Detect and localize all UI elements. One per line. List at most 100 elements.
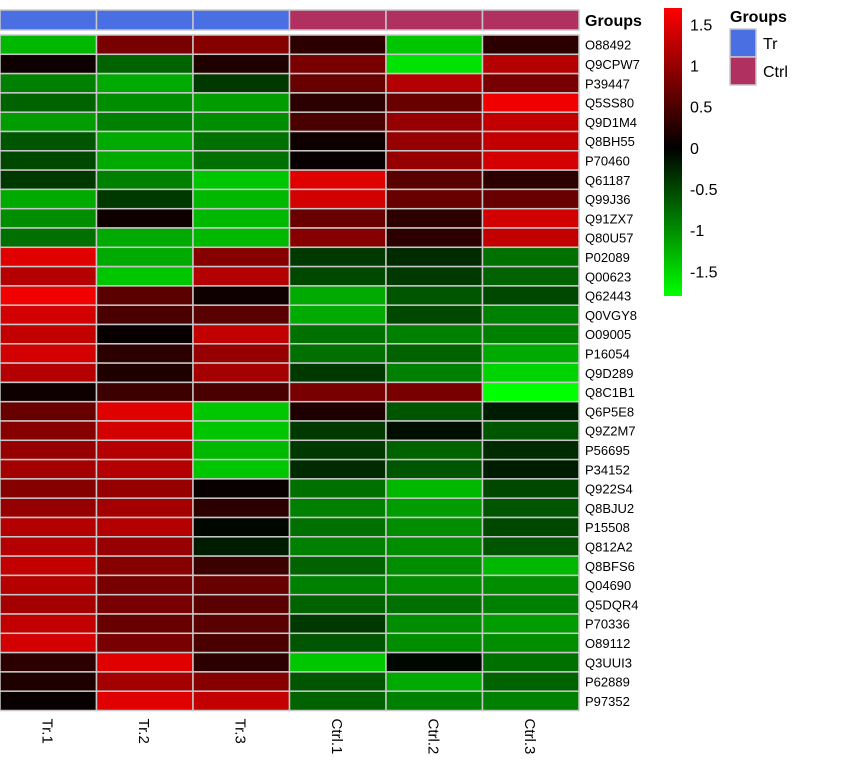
heatmap-cell	[288, 265, 387, 287]
heatmap-cell	[0, 323, 98, 345]
heatmap-cell	[192, 92, 291, 113]
heatmap-cell	[481, 400, 580, 422]
heatmap-cell	[95, 497, 194, 519]
heatmap-cell	[0, 207, 98, 229]
heatmap-cell	[0, 690, 98, 712]
heatmap-cell	[0, 265, 98, 287]
heatmap-cell	[385, 150, 484, 171]
heatmap-cell	[288, 593, 387, 615]
heatmap-cell	[288, 651, 387, 673]
heatmap-cell	[0, 555, 98, 577]
heatmap-cell	[0, 227, 98, 249]
heatmap-cell	[481, 53, 580, 75]
heatmap-cell	[288, 285, 387, 306]
heatmap-cell	[192, 536, 291, 557]
heatmap-cell	[192, 690, 291, 712]
heatmap-cell	[288, 574, 387, 596]
heatmap-cell	[95, 188, 194, 210]
heatmap-cell	[0, 343, 98, 364]
heatmap-cell	[481, 420, 580, 442]
row-label: Q9D289	[585, 366, 633, 381]
heatmap-cell	[288, 400, 387, 422]
heatmap-cell	[385, 130, 484, 152]
row-label: Q8BJU2	[585, 501, 634, 516]
heatmap-cell	[481, 169, 580, 191]
row-label: P97352	[585, 694, 630, 709]
heatmap-cell	[192, 381, 291, 403]
row-label: Q3UUI3	[585, 655, 632, 670]
color-scale-bar	[664, 8, 682, 296]
heatmap-cell	[385, 323, 484, 345]
group-annotation-title: Groups	[585, 13, 642, 30]
heatmap-cell	[385, 343, 484, 364]
heatmap-cell	[481, 72, 580, 94]
heatmap-cell	[481, 246, 580, 268]
row-label: Q62443	[585, 289, 631, 304]
heatmap-cell	[288, 188, 387, 210]
heatmap-cell	[385, 188, 484, 210]
heatmap-cell	[0, 188, 98, 210]
heatmap-cell	[385, 34, 484, 56]
color-scale-tick-label: -0.5	[690, 182, 718, 199]
heatmap-cell	[95, 478, 194, 499]
color-scale-tick-label: 0	[690, 141, 699, 158]
heatmap-cell	[192, 420, 291, 442]
heatmap-cell	[0, 651, 98, 673]
heatmap-cell	[481, 516, 580, 538]
heatmap-cell	[385, 227, 484, 249]
heatmap-cell	[192, 227, 291, 249]
heatmap-cell	[385, 381, 484, 403]
heatmap-cell	[192, 130, 291, 152]
heatmap-cell	[481, 343, 580, 364]
heatmap-cell	[481, 265, 580, 287]
heatmap-cell	[288, 111, 387, 133]
row-label: P16054	[585, 346, 630, 361]
heatmap-cell	[192, 671, 291, 692]
row-label: P62889	[585, 675, 630, 690]
column-label: Tr.1	[38, 719, 55, 744]
heatmap-cell	[288, 555, 387, 577]
heatmap-cell	[95, 458, 194, 480]
column-label: Tr.3	[231, 719, 248, 744]
heatmap-cell	[0, 458, 98, 480]
heatmap-cell	[288, 150, 387, 171]
heatmap-cell	[192, 72, 291, 94]
column-label: Ctrl.1	[328, 719, 345, 755]
group-legend-swatch	[729, 28, 757, 58]
heatmap-cell	[95, 690, 194, 712]
heatmap-cell	[0, 362, 98, 384]
row-label: Q812A2	[585, 539, 633, 554]
heatmap-cell	[192, 400, 291, 422]
row-label: O09005	[585, 327, 631, 342]
heatmap-cell	[192, 169, 291, 191]
heatmap-cell	[481, 34, 580, 56]
heatmap-cell	[481, 285, 580, 306]
row-label: Q99J36	[585, 192, 631, 207]
heatmap-cell	[481, 690, 580, 712]
heatmap-cell	[192, 285, 291, 306]
heatmap-cell	[95, 439, 194, 461]
heatmap-cell	[481, 227, 580, 249]
heatmap-cell	[288, 536, 387, 557]
heatmap-cell	[481, 613, 580, 635]
heatmap-cell	[385, 265, 484, 287]
heatmap-cell	[481, 362, 580, 384]
heatmap-cell	[385, 246, 484, 268]
heatmap-cell	[192, 555, 291, 577]
heatmap-cell	[0, 72, 98, 94]
heatmap-cell	[95, 53, 194, 75]
heatmap-cell	[192, 111, 291, 133]
heatmap-cell	[288, 381, 387, 403]
heatmap-cell	[192, 632, 291, 654]
heatmap-cell	[192, 478, 291, 499]
heatmap-cell	[95, 246, 194, 268]
heatmap-cell	[95, 150, 194, 171]
heatmap-cell	[95, 285, 194, 306]
row-label: Q61187	[585, 173, 630, 188]
heatmap-cell	[288, 169, 387, 191]
heatmap-cell	[95, 227, 194, 249]
heatmap-cell	[385, 420, 484, 442]
heatmap-cell	[192, 207, 291, 229]
heatmap-cell	[385, 72, 484, 94]
